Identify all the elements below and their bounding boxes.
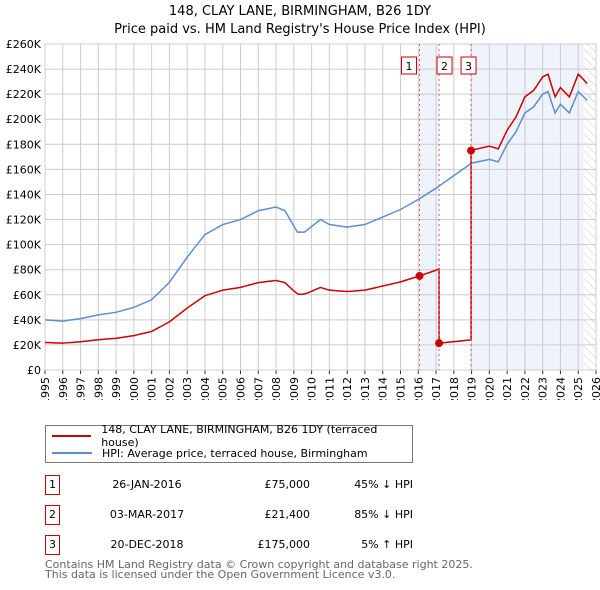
sale-number: 1 xyxy=(45,475,60,495)
x-tick-label: 2003 xyxy=(181,377,194,400)
sale-label-box xyxy=(436,56,453,75)
footer-line: This data is licensed under the Open Gov… xyxy=(45,568,396,581)
shaded-region xyxy=(419,44,440,370)
x-tick-label: 2023 xyxy=(537,377,550,400)
y-tick-label: £220K xyxy=(6,88,42,101)
x-tick-label: 2008 xyxy=(270,377,283,400)
sale-label: 1 xyxy=(406,60,413,73)
sale-date: 26-JAN-2016 xyxy=(112,478,182,491)
x-tick-label: 1999 xyxy=(110,377,123,400)
y-tick-label: £100K xyxy=(6,239,42,252)
x-tick-label: 1995 xyxy=(39,377,52,400)
blue-line-swatch xyxy=(52,452,92,454)
x-tick-label: 2026 xyxy=(590,377,600,400)
x-tick-label: 2004 xyxy=(199,377,212,400)
x-tick-label: 2009 xyxy=(288,377,301,400)
x-tick-label: 2000 xyxy=(128,377,141,400)
chart-title: 148, CLAY LANE, BIRMINGHAM, B26 1DY xyxy=(168,4,432,19)
y-tick-label: £140K xyxy=(6,188,42,201)
sale-price: £175,000 xyxy=(257,538,311,551)
y-tick-label: £160K xyxy=(6,163,42,176)
x-tick-label: 2006 xyxy=(235,377,248,400)
x-tick-label: 2016 xyxy=(412,377,425,400)
y-tick-label: £120K xyxy=(6,214,42,227)
price-chart: 1995 1996 1997 1998 1999 2000 2001 2002 2003 2004… xyxy=(6,38,600,400)
x-tick-label: 2024 xyxy=(554,377,567,400)
legend-item-hpi: HPI: Average price, terraced house, Birm… xyxy=(52,445,368,461)
sale-hpi-diff: 85% ↓ HPI xyxy=(354,508,413,521)
x-tick-label: 2012 xyxy=(341,377,354,400)
legend-label: 148, CLAY LANE, BIRMINGHAM, B26 1DY (ter… xyxy=(101,423,378,449)
chart-subtitle: Price paid vs. HM Land Registry's House … xyxy=(114,22,486,37)
sale-hpi-diff: 45% ↓ HPI xyxy=(354,478,413,491)
y-tick-label: £180K xyxy=(6,138,42,151)
x-tick-label: 2018 xyxy=(448,377,461,400)
footer: Contains HM Land Registry data © Crown c… xyxy=(45,558,473,581)
x-tick-label: 2010 xyxy=(306,377,319,400)
sale-label-box xyxy=(401,56,418,75)
x-tick-label: 2014 xyxy=(377,377,390,400)
y-tick-label: £40K xyxy=(13,314,42,327)
x-tick-label: 2001 xyxy=(146,377,159,400)
x-tick-label: 2015 xyxy=(394,377,407,400)
sale-number: 2 xyxy=(45,505,60,525)
y-tick-label: £240K xyxy=(6,63,42,76)
plot-frame xyxy=(44,43,597,371)
x-tick-label: 2013 xyxy=(359,377,372,400)
sale-price: £21,400 xyxy=(264,508,311,521)
sale-label-box xyxy=(460,56,477,75)
sale-label: 2 xyxy=(441,60,448,73)
sale-row: 2 03-MAR-2017 £21,400 85% ↓ HPI xyxy=(45,505,413,525)
footer-line: Contains HM Land Registry data © Crown c… xyxy=(45,558,473,571)
y-tick-label: £0 xyxy=(27,364,41,377)
x-tick-label: 2017 xyxy=(430,377,443,400)
y-tick-label: £60K xyxy=(13,289,42,302)
y-tick-label: £260K xyxy=(6,38,42,51)
x-tick-label: 2020 xyxy=(483,377,496,400)
sale-point xyxy=(435,339,444,348)
x-tick-label: 2002 xyxy=(163,377,176,400)
forecast-hatch xyxy=(583,44,596,370)
x-tick-label: 1996 xyxy=(57,377,70,400)
sale-point xyxy=(467,146,476,155)
shaded-region xyxy=(471,44,584,370)
legend-label: HPI: Average price, terraced house, Birm… xyxy=(102,446,368,460)
x-tick-label: 2005 xyxy=(217,377,230,400)
x-tick-label: 2011 xyxy=(323,377,336,400)
x-tick-label: 1998 xyxy=(92,377,105,400)
sale-number: 3 xyxy=(45,535,60,555)
sale-row: 3 20-DEC-2018 £175,000 5% ↑ HPI xyxy=(45,535,413,555)
legend: 148, CLAY LANE, BIRMINGHAM, B26 1DY (ter… xyxy=(45,423,413,463)
y-tick-label: £20K xyxy=(13,339,42,352)
hpi-line xyxy=(44,90,588,322)
x-tick-label: 1997 xyxy=(75,377,88,400)
x-tick-label: 2019 xyxy=(466,377,479,400)
sale-point xyxy=(415,271,424,280)
x-tick-label: 2025 xyxy=(572,377,585,400)
x-tick-label: 2021 xyxy=(501,377,514,400)
x-tick-label: 2007 xyxy=(252,377,265,400)
red-line-swatch xyxy=(52,435,92,437)
sale-price: £75,000 xyxy=(264,478,311,491)
sale-label: 3 xyxy=(465,60,472,73)
sale-date: 20-DEC-2018 xyxy=(110,538,184,551)
x-tick-label: 2022 xyxy=(519,377,532,400)
sale-date: 03-MAR-2017 xyxy=(109,508,185,521)
y-tick-label: £200K xyxy=(6,113,42,126)
property-price-line xyxy=(44,72,588,344)
legend-item-property: 148, CLAY LANE, BIRMINGHAM, B26 1DY (ter… xyxy=(52,423,412,449)
sale-hpi-diff: 5% ↑ HPI xyxy=(361,538,413,551)
y-tick-label: £80K xyxy=(13,264,42,277)
sale-row: 1 26-JAN-2016 £75,000 45% ↓ HPI xyxy=(45,475,413,495)
